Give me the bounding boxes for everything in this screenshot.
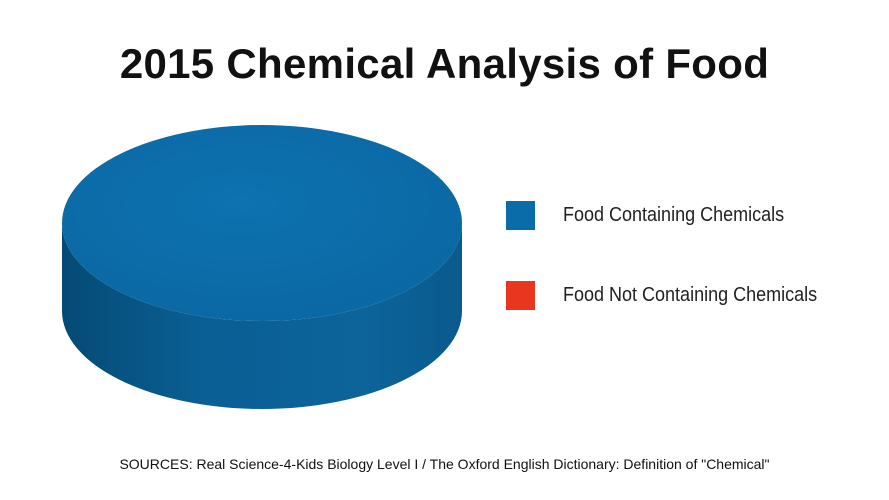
- pie-slices: [62, 125, 462, 409]
- chart-title: 2015 Chemical Analysis of Food: [119, 40, 770, 87]
- legend-item-not-containing: Food Not Containing Chemicals: [506, 280, 845, 310]
- legend-swatch-containing: [506, 200, 535, 230]
- legend-item-containing: Food Containing Chemicals: [506, 200, 845, 230]
- legend-swatch-not-containing: [506, 280, 535, 310]
- sources-footnote: SOURCES: Real Science-4-Kids Biology Lev…: [119, 456, 770, 472]
- pie-slice-food-containing-chemicals: [62, 125, 462, 321]
- legend-label-not-containing: Food Not Containing Chemicals: [563, 283, 818, 306]
- pie-side-food-containing-chemicals: [62, 223, 462, 409]
- chart-legend: Food Containing Chemicals Food Not Conta…: [506, 200, 845, 310]
- legend-label-containing: Food Containing Chemicals: [563, 203, 785, 226]
